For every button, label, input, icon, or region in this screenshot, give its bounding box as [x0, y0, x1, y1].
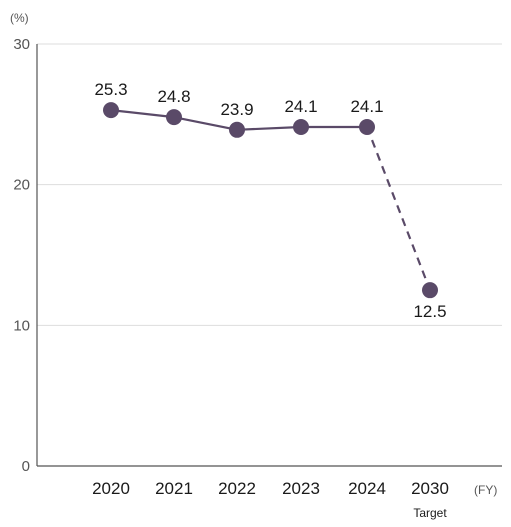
data-label-2023: 24.1 [284, 97, 317, 116]
projection-segment-4 [365, 126, 432, 291]
data-label-2030: 12.5 [413, 302, 446, 321]
axes [36, 44, 502, 467]
data-point-2030 [422, 282, 438, 299]
data-point-2024 [359, 118, 375, 135]
x-axis-unit-label: (FY) [474, 483, 497, 497]
line-segment-2 [236, 125, 302, 131]
data-label-2021: 24.8 [157, 87, 190, 106]
x-category-labels: 2020 2021 2022 2023 2024 2030 Target [92, 479, 449, 520]
x-category-label-2020: 2020 [92, 479, 130, 498]
x-category-label-2024: 2024 [348, 479, 386, 498]
y-tick-label-0: 0 [22, 458, 30, 475]
x-category-sublabel-2030: Target [413, 506, 447, 520]
data-label-2024: 24.1 [350, 97, 383, 116]
x-category-label-2023: 2023 [282, 479, 320, 498]
data-label-2020: 25.3 [94, 80, 127, 99]
data-labels: 25.3 24.8 23.9 24.1 24.1 12.5 [94, 80, 446, 321]
x-category-label-2021: 2021 [155, 479, 193, 498]
data-point-2022 [229, 121, 245, 138]
data-label-2022: 23.9 [220, 100, 253, 119]
x-category-label-2030: 2030 [411, 479, 449, 498]
y-tick-labels: 0 10 20 30 [13, 36, 30, 475]
data-point-2021 [166, 109, 182, 126]
line-segment-1 [173, 116, 238, 131]
y-axis-unit-label: (%) [10, 11, 29, 25]
line-segment-0 [110, 109, 175, 119]
y-tick-label-10: 10 [13, 317, 30, 334]
data-point-2020 [103, 102, 119, 119]
series-line [110, 109, 432, 291]
y-tick-label-30: 30 [13, 36, 30, 53]
x-category-label-2022: 2022 [218, 479, 256, 498]
data-points [103, 102, 438, 299]
gridlines [37, 43, 502, 326]
data-point-2023 [293, 118, 309, 135]
y-tick-label-20: 20 [13, 177, 30, 194]
